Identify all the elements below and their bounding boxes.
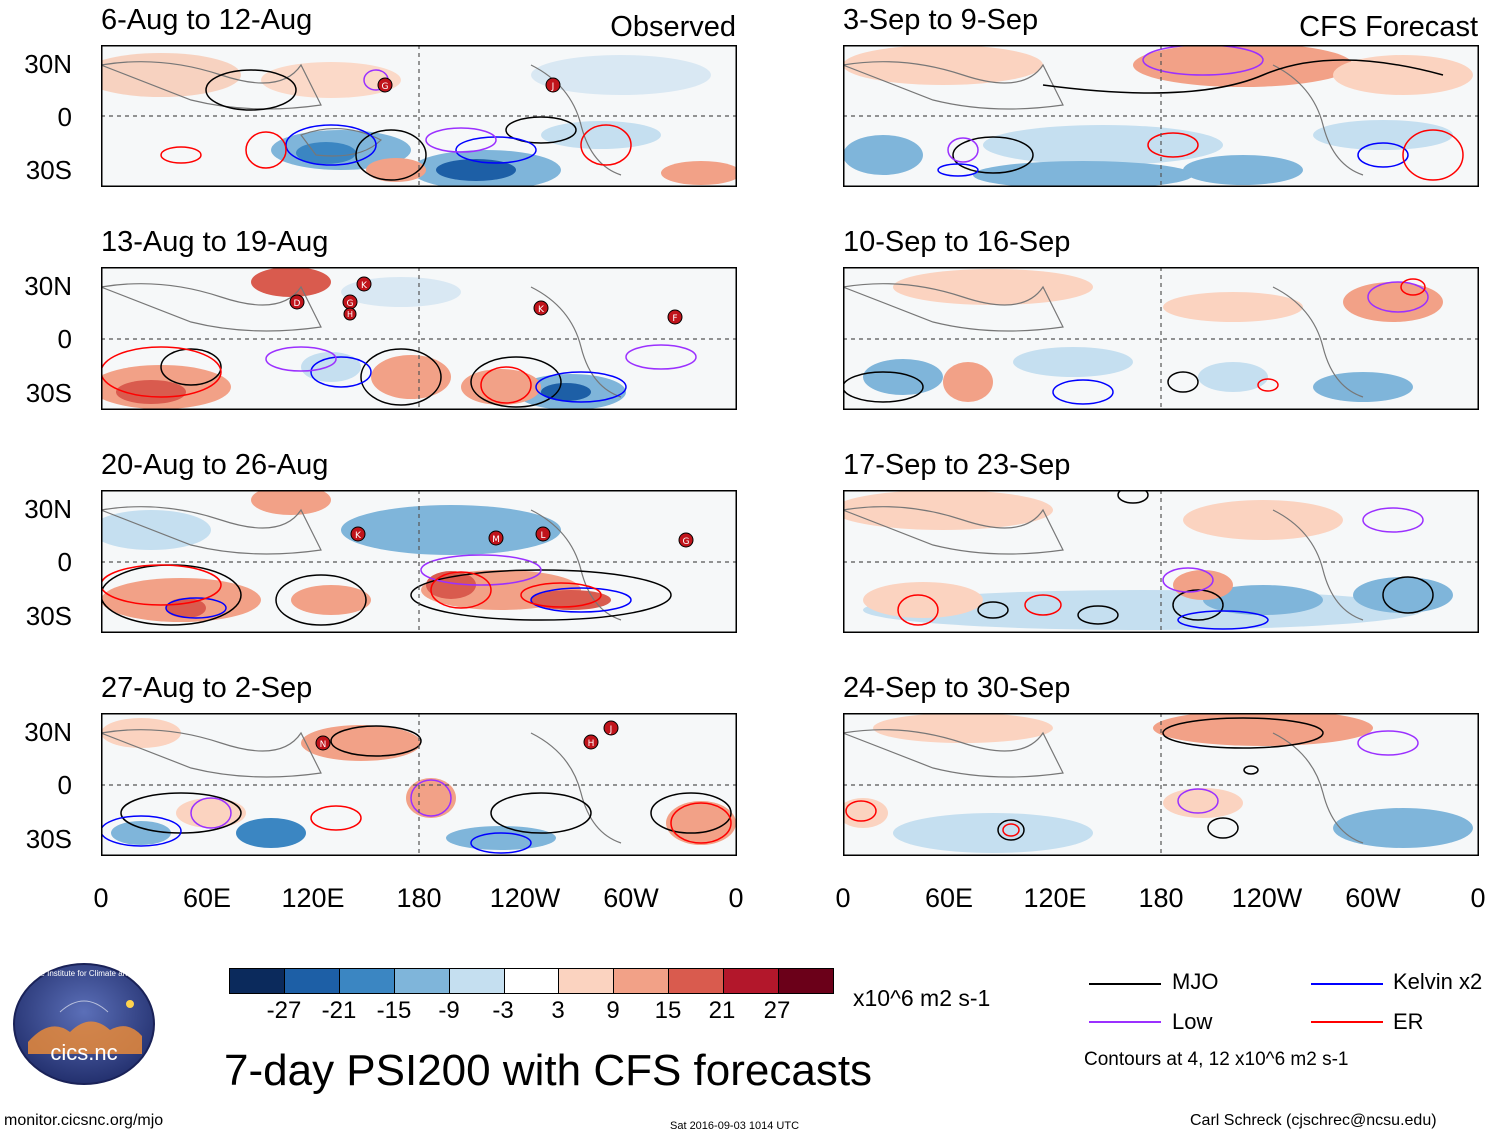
map-panel-8 — [843, 713, 1479, 856]
map-panel-5 — [843, 45, 1479, 187]
lat-label-0: 0 — [57, 547, 72, 577]
colorbar-swatch — [284, 969, 340, 993]
colorbar-tick: -15 — [376, 997, 412, 1024]
logo-name: cics.nc — [50, 1040, 117, 1065]
colorbar-swatch — [669, 969, 725, 993]
colorbar-swatch — [614, 969, 670, 993]
lon-label: 180 — [396, 883, 442, 913]
lon-label: 0 — [1470, 883, 1486, 913]
storm-marker: H — [588, 739, 595, 749]
lat-label-30s: 30S — [25, 824, 72, 854]
storm-marker: K — [355, 531, 362, 541]
legend-label-kelvin: Kelvin x2 — [1393, 969, 1483, 994]
storm-marker: L — [540, 531, 545, 541]
map-panel-2: D G H K K F — [101, 267, 737, 410]
colorbar-tick: -27 — [266, 997, 302, 1024]
lat-label-30s: 30S — [25, 378, 72, 408]
storm-marker: J — [609, 725, 613, 735]
storm-marker: K — [361, 281, 368, 291]
panel-label-observed: Observed — [610, 11, 736, 43]
lon-label: 0 — [728, 883, 744, 913]
lat-label-0: 0 — [57, 770, 72, 800]
footer-url[interactable]: monitor.cicsnc.org/mjo — [4, 1112, 164, 1129]
colorbar-tick: 3 — [551, 997, 565, 1024]
colorbar-tick: -9 — [438, 997, 460, 1024]
storm-marker: G — [382, 82, 389, 92]
colorbar-tick: 9 — [606, 997, 620, 1024]
colorbar-swatch — [339, 969, 395, 993]
colorbar-swatch — [230, 969, 285, 993]
lon-label: 60W — [603, 883, 659, 913]
panel-label-forecast: CFS Forecast — [1299, 11, 1478, 43]
map-panel-4: N H J — [101, 713, 737, 856]
legend-swatch-mjo — [1089, 983, 1161, 985]
lon-label: 120W — [1231, 883, 1303, 913]
panel-title-2: 13-Aug to 19-Aug — [101, 226, 329, 258]
panel-title-3: 20-Aug to 26-Aug — [101, 449, 329, 481]
legend-swatch-low — [1089, 1021, 1161, 1023]
storm-marker: D — [294, 299, 301, 309]
colorbar-swatch — [504, 969, 560, 993]
legend-label-low: Low — [1172, 1009, 1213, 1034]
map-panel-6 — [843, 267, 1479, 410]
lat-label-30n: 30N — [24, 49, 72, 79]
cics-logo: cics.nc Cooperative Institute for Climat… — [10, 963, 158, 1085]
lon-label: 120E — [281, 883, 345, 913]
colorbar-swatch — [559, 969, 615, 993]
lat-label-30n: 30N — [24, 717, 72, 747]
lon-label: 180 — [1138, 883, 1184, 913]
storm-marker: F — [672, 314, 677, 324]
colorbar — [229, 968, 834, 994]
lon-label: 60W — [1345, 883, 1401, 913]
legend-swatch-kelvin — [1311, 983, 1383, 985]
contours-note: Contours at 4, 12 x10^6 m2 s-1 — [1084, 1049, 1349, 1070]
storm-marker: H — [347, 310, 353, 319]
colorbar-swatch — [724, 969, 780, 993]
lon-label: 120E — [1023, 883, 1087, 913]
storm-marker: K — [538, 305, 545, 315]
colorbar-tick: -3 — [492, 997, 514, 1024]
lon-label: 60E — [924, 883, 974, 913]
storm-marker: N — [320, 740, 327, 750]
storm-marker: J — [551, 82, 555, 92]
colorbar-tick: -21 — [321, 997, 357, 1024]
colorbar-swatch — [449, 969, 505, 993]
map-panel-1: G J — [101, 45, 737, 187]
panel-title-4: 27-Aug to 2-Sep — [101, 672, 313, 704]
map-panel-3: K M L G — [101, 490, 737, 633]
lon-label: 0 — [835, 883, 851, 913]
colorbar-swatch — [779, 969, 833, 993]
lat-label-30s: 30S — [25, 155, 72, 185]
colorbar-tick: 27 — [763, 997, 791, 1024]
lat-label-30s: 30S — [25, 601, 72, 631]
lon-label: 0 — [93, 883, 109, 913]
map-panel-7 — [843, 490, 1479, 633]
legend-swatch-er — [1311, 1021, 1383, 1023]
storm-marker: G — [683, 537, 690, 547]
colorbar-unit: x10^6 m2 s-1 — [853, 985, 991, 1011]
legend-label-mjo: MJO — [1172, 969, 1219, 994]
panel-title-8: 24-Sep to 30-Sep — [843, 672, 1071, 704]
panel-title-6: 10-Sep to 16-Sep — [843, 226, 1071, 258]
colorbar-tick: 15 — [654, 997, 682, 1024]
storm-marker: M — [492, 535, 500, 545]
lon-label: 60E — [182, 883, 232, 913]
panel-title-1: 6-Aug to 12-Aug — [101, 4, 313, 36]
colorbar-tick: 21 — [708, 997, 736, 1024]
lat-label-30n: 30N — [24, 494, 72, 524]
lat-label-0: 0 — [57, 324, 72, 354]
lon-label: 120W — [489, 883, 561, 913]
footer-timestamp: Sat 2016-09-03 1014 UTC — [670, 1120, 800, 1132]
legend-label-er: ER — [1393, 1009, 1424, 1034]
logo-arc-text: Cooperative Institute for Climate and Sa… — [10, 969, 158, 978]
panel-title-5: 3-Sep to 9-Sep — [843, 4, 1039, 36]
lat-label-0: 0 — [57, 102, 72, 132]
lat-label-30n: 30N — [24, 271, 72, 301]
storm-marker: G — [347, 299, 354, 309]
main-title: 7-day PSI200 with CFS forecasts — [224, 1046, 873, 1095]
footer-author: Carl Schreck (cjschrec@ncsu.edu) — [1190, 1112, 1437, 1129]
panel-title-7: 17-Sep to 23-Sep — [843, 449, 1071, 481]
colorbar-swatch — [394, 969, 450, 993]
